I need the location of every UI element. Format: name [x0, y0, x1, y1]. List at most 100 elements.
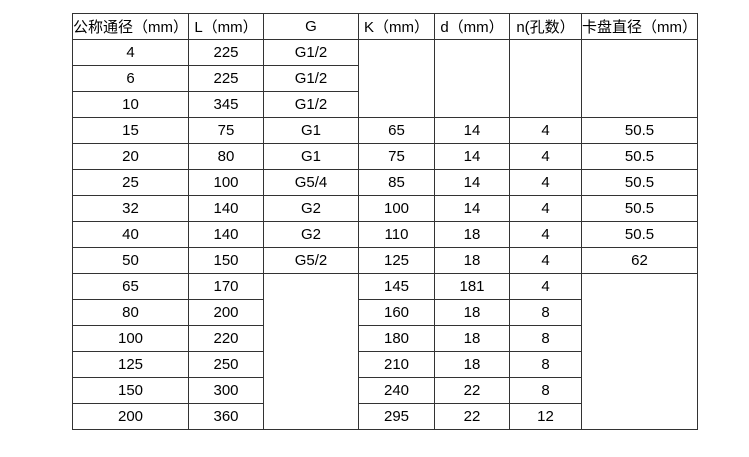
- table-cell: 4: [509, 143, 582, 170]
- table-cell: G5/2: [263, 247, 359, 274]
- header-cell-d: d（mm）: [434, 13, 510, 40]
- table-cell: 170: [188, 273, 264, 300]
- table-cell: 125: [358, 247, 435, 274]
- merged-empty-cell: [509, 39, 582, 118]
- table-cell: 20: [72, 143, 189, 170]
- table-row: 20 80 G1 75 14 4 50.5: [72, 143, 698, 170]
- table-row: 32 140 G2 100 14 4 50.5: [72, 195, 698, 222]
- table-cell: 160: [358, 299, 435, 326]
- merged-empty-cell: [263, 273, 359, 430]
- table-cell: 14: [434, 143, 510, 170]
- table-cell: 18: [434, 247, 510, 274]
- table-cell: 50.5: [581, 195, 698, 222]
- table-cell: 100: [188, 169, 264, 196]
- table-cell: 25: [72, 169, 189, 196]
- table-cell: 4: [509, 169, 582, 196]
- table-cell: 65: [72, 273, 189, 300]
- table-cell: 150: [188, 247, 264, 274]
- table-cell: 4: [509, 195, 582, 222]
- table-row: 25 100 G5/4 85 14 4 50.5: [72, 169, 698, 196]
- table-cell: 8: [509, 325, 582, 352]
- table-row: 50 150 G5/2 125 18 4 62: [72, 247, 698, 274]
- table-cell: 200: [188, 299, 264, 326]
- table-cell: 18: [434, 351, 510, 378]
- table-cell: 200: [72, 403, 189, 430]
- table-cell: 4: [509, 117, 582, 144]
- table-cell: 225: [188, 39, 264, 66]
- table-cell: 18: [434, 325, 510, 352]
- table-row: 125 250 210 18 8: [72, 351, 698, 378]
- table-cell: G1: [263, 143, 359, 170]
- merged-empty-cell: [581, 273, 698, 430]
- table-cell: 12: [509, 403, 582, 430]
- table-cell: 65: [358, 117, 435, 144]
- table-cell: 8: [509, 299, 582, 326]
- table-cell: 14: [434, 195, 510, 222]
- table-cell: 80: [72, 299, 189, 326]
- table-cell: 22: [434, 377, 510, 404]
- table-cell: 140: [188, 221, 264, 248]
- table-cell: G2: [263, 195, 359, 222]
- table-cell: 225: [188, 65, 264, 92]
- table-cell: 110: [358, 221, 435, 248]
- header-cell-g: G: [263, 13, 359, 40]
- table-row: 40 140 G2 110 18 4 50.5: [72, 221, 698, 248]
- table-cell: 145: [358, 273, 435, 300]
- table-cell: G1/2: [263, 39, 359, 66]
- table-cell: 345: [188, 91, 264, 118]
- table-cell: 18: [434, 299, 510, 326]
- table-cell: 80: [188, 143, 264, 170]
- spec-table-container: 公称通径（mm） L（mm） G K（mm） d（mm） n(孔数） 卡盘直径（…: [72, 13, 698, 430]
- table-cell: 32: [72, 195, 189, 222]
- table-cell: 40: [72, 221, 189, 248]
- table-cell: 140: [188, 195, 264, 222]
- table-cell: 4: [509, 273, 582, 300]
- table-cell: 240: [358, 377, 435, 404]
- table-cell: 22: [434, 403, 510, 430]
- table-cell: 150: [72, 377, 189, 404]
- header-cell-n: n(孔数）: [509, 13, 582, 40]
- header-cell-l: L（mm）: [188, 13, 264, 40]
- table-cell: 50.5: [581, 117, 698, 144]
- merged-empty-cell: [581, 39, 698, 118]
- table-cell: 4: [72, 39, 189, 66]
- table-row: 4 225 G1/2: [72, 39, 698, 118]
- table-cell: 300: [188, 377, 264, 404]
- table-cell: 210: [358, 351, 435, 378]
- header-row: 公称通径（mm） L（mm） G K（mm） d（mm） n(孔数） 卡盘直径（…: [72, 13, 698, 40]
- table-row: 65 170 145 181 4: [72, 273, 698, 430]
- header-cell-chuck: 卡盘直径（mm）: [581, 13, 698, 40]
- table-cell: 50.5: [581, 169, 698, 196]
- table-cell: 125: [72, 351, 189, 378]
- table-cell: 8: [509, 377, 582, 404]
- table-cell: G2: [263, 221, 359, 248]
- merged-empty-cell: [358, 39, 435, 118]
- table-cell: 75: [188, 117, 264, 144]
- merged-empty-cell: [434, 39, 510, 118]
- table-row: 6 225 G1/2: [72, 65, 698, 92]
- table-cell: G5/4: [263, 169, 359, 196]
- table-cell: 220: [188, 325, 264, 352]
- table-cell: 14: [434, 169, 510, 196]
- table-cell: 18: [434, 221, 510, 248]
- table-cell: 250: [188, 351, 264, 378]
- table-cell: 100: [72, 325, 189, 352]
- table-cell: 6: [72, 65, 189, 92]
- table-cell: 4: [509, 247, 582, 274]
- table-cell: 100: [358, 195, 435, 222]
- table-cell: 50: [72, 247, 189, 274]
- table-cell: 10: [72, 91, 189, 118]
- table-cell: G1/2: [263, 91, 359, 118]
- table-cell: 14: [434, 117, 510, 144]
- header-cell-dn: 公称通径（mm）: [72, 13, 189, 40]
- table-cell: 4: [509, 221, 582, 248]
- table-cell: 180: [358, 325, 435, 352]
- table-cell: G1: [263, 117, 359, 144]
- table-row: 15 75 G1 65 14 4 50.5: [72, 117, 698, 144]
- table-cell: 181: [434, 273, 510, 300]
- table-cell: 295: [358, 403, 435, 430]
- table-row: 150 300 240 22 8: [72, 377, 698, 404]
- table-cell: 62: [581, 247, 698, 274]
- table-cell: G1/2: [263, 65, 359, 92]
